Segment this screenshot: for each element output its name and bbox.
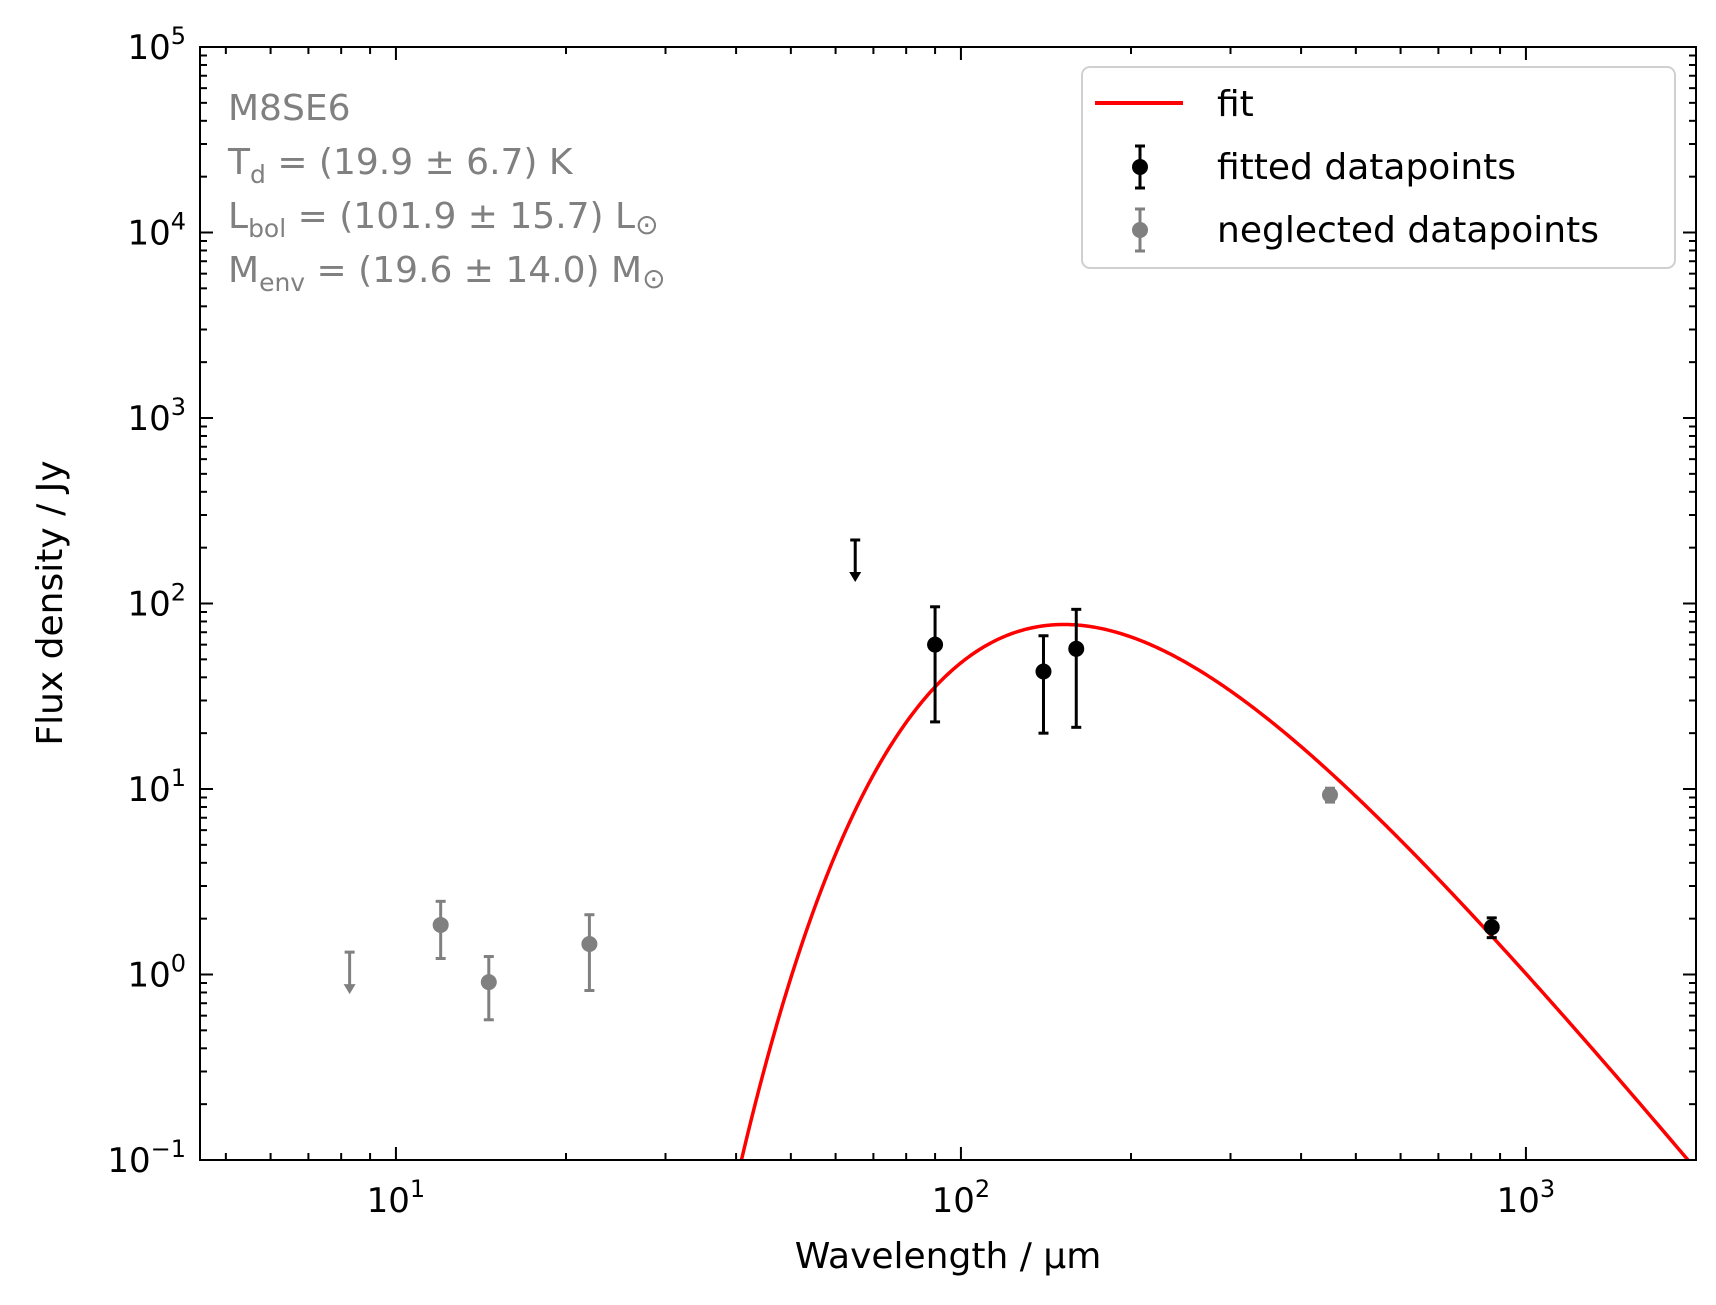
plot-area [739, 622, 1691, 1160]
data-point [1035, 634, 1052, 735]
annotation-envelope-mass: Menv = (19.6 ± 14.0) M⊙ [228, 250, 666, 297]
x-axis-label: Wavelength / μm [795, 1236, 1102, 1277]
y-tick-label: 102 [127, 579, 186, 625]
y-tick-label: 10−1 [107, 1135, 186, 1181]
data-marker [480, 974, 497, 991]
legend-label-fit: fit [1217, 84, 1254, 125]
data-point [1483, 916, 1500, 940]
data-point [927, 605, 944, 724]
annotation-bolometric-luminosity: Lbol = (101.9 ± 15.7) L⊙ [228, 196, 659, 243]
annotation-dust-temperature: Td = (19.9 ± 6.7) K [227, 142, 574, 189]
legend-label-fitted: fitted datapoints [1217, 147, 1516, 188]
plot-frame [199, 46, 1697, 1161]
data-point [1068, 607, 1085, 729]
data-marker [581, 936, 598, 953]
fit-curve [739, 622, 1691, 1160]
legend-neglected-marker [1132, 207, 1148, 253]
data-points [343, 538, 1500, 1022]
data-marker [1035, 663, 1052, 680]
upper-limit-arrowhead [343, 984, 356, 995]
y-tick-label: 101 [127, 764, 186, 810]
data-point [432, 899, 449, 960]
x-tick-label: 102 [932, 1175, 991, 1221]
data-point [480, 955, 497, 1022]
y-axis-label: Flux density / Jy [30, 460, 71, 745]
y-tick-label: 103 [127, 393, 186, 439]
y-tick-label: 100 [127, 950, 186, 996]
upper-limit-arrowhead [849, 571, 862, 582]
data-point [1321, 786, 1338, 804]
x-tick-label: 101 [367, 1175, 426, 1221]
y-tick-label: 104 [127, 208, 186, 254]
legend: fit fitted datapoints neglected datapoin… [1081, 66, 1676, 269]
data-point [581, 913, 598, 992]
data-marker [432, 916, 449, 933]
legend-fitted-marker [1132, 144, 1148, 190]
legend-box [1081, 66, 1676, 269]
y-tick-label: 105 [127, 22, 186, 68]
data-marker [1321, 786, 1338, 803]
axis-tick-labels: 101 102 103 10−1 100 101 102 103 104 105 [107, 22, 1555, 1221]
annotation-source: M8SE6 [228, 88, 350, 129]
x-tick-label: 103 [1497, 1175, 1556, 1221]
data-marker [927, 636, 944, 653]
fit-annotation: M8SE6 Td = (19.9 ± 6.7) K Lbol = (101.9 … [227, 88, 666, 297]
data-marker [1068, 640, 1085, 657]
legend-label-neglected: neglected datapoints [1217, 210, 1599, 251]
upper-limit [849, 538, 862, 582]
axis-ticks [200, 46, 1697, 1161]
data-marker [1483, 919, 1500, 936]
upper-limit [343, 950, 356, 995]
